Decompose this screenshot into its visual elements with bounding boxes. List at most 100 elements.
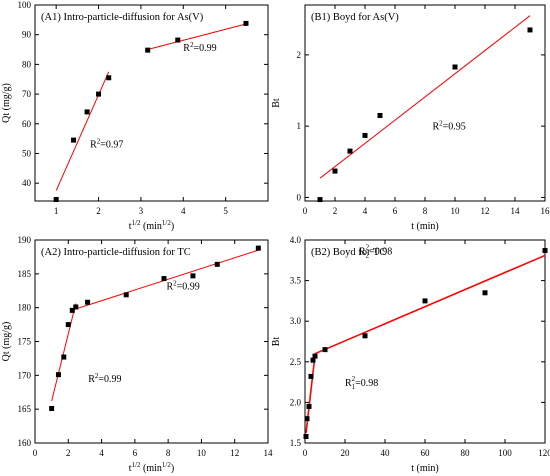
x-axis-label-base: t <box>129 463 132 474</box>
y-tick-label: 50 <box>22 148 32 158</box>
y-tick-label: 0 <box>297 192 302 202</box>
r-squared-sup: 2 <box>97 138 101 146</box>
y-tick-label: 160 <box>18 438 32 448</box>
data-point <box>61 354 67 360</box>
x-tick-label: 4 <box>181 206 186 216</box>
r-squared-sup: 2 <box>190 41 194 49</box>
y-tick-label: 70 <box>22 89 32 99</box>
chart-title: (A1) Intro-particle-diffusion for As(V) <box>41 12 204 23</box>
data-point <box>71 137 77 143</box>
data-point <box>65 322 71 328</box>
y-tick-label: 175 <box>18 337 32 347</box>
data-point <box>482 290 488 296</box>
y-tick-label: 185 <box>18 269 32 279</box>
x-axis-label: t (min) <box>411 221 439 232</box>
fit-line <box>319 15 531 179</box>
r-squared-base: R <box>90 140 97 151</box>
data-point <box>304 416 310 422</box>
r-squared-value: =0.97 <box>100 140 123 151</box>
x-axis-label-base: t (min) <box>411 463 439 474</box>
data-point <box>542 248 548 254</box>
r-squared-sub: 1 <box>352 383 356 391</box>
data-point <box>377 112 383 118</box>
r-squared-base: R <box>359 247 366 258</box>
x-tick-label: 14 <box>511 206 521 216</box>
x-axis-label-unit: (min <box>141 463 162 474</box>
data-point <box>190 273 196 279</box>
chart-panel-a1: 1 2 3 4 5 40 50 60 70 80 90 100 (A1) Intro-particle-… <box>1 0 269 232</box>
x-tick-label: 6 <box>133 448 138 458</box>
x-axis-label: t (min) <box>411 463 439 474</box>
y-tick-label: 90 <box>22 30 32 40</box>
y-tick-label: 2 <box>297 50 302 60</box>
data-point <box>214 261 220 267</box>
x-tick-label: 80 <box>461 448 471 458</box>
x-tick-label: 100 <box>498 448 512 458</box>
x-tick-label: 1 <box>54 206 59 216</box>
x-tick-label: 2 <box>333 206 338 216</box>
data-point <box>332 168 338 174</box>
fit-line <box>55 71 110 191</box>
r-squared-base: R <box>166 281 173 292</box>
y-tick-label: 170 <box>18 370 32 380</box>
data-point <box>255 245 261 251</box>
y-tick-label: 40 <box>22 178 32 188</box>
data-point <box>96 91 102 97</box>
x-tick-label: 10 <box>197 448 207 458</box>
x-axis-label: t1/2 (min1/2) <box>129 461 174 474</box>
y-tick-label: 1.5 <box>290 438 302 448</box>
r-squared-label: R2=0.99 <box>88 372 121 385</box>
x-axis-label-end: ) <box>171 463 174 474</box>
r-squared-label: R2=0.99 <box>166 279 199 292</box>
r-squared-label: R2=0.99 <box>183 41 216 54</box>
fit-line <box>305 355 316 434</box>
x-tick-label: 6 <box>393 206 398 216</box>
chart-panel-b2: 0 20 40 60 80 100 120 1.5 2.0 2.5 3.0 3.5 4.0 (B2) Bo… <box>271 235 550 474</box>
x-tick-label: 60 <box>421 448 431 458</box>
chart-title: (B1) Boyd for As(V) <box>311 12 399 23</box>
x-tick-label: 12 <box>481 206 490 216</box>
x-axis-label-sup: 1/2 <box>132 219 141 227</box>
data-point <box>49 405 55 411</box>
data-point <box>85 299 91 305</box>
chart-title: (A2) Intro-particle-diffusion for TC <box>41 247 191 258</box>
y-axis-label: Qt (mg/g) <box>1 322 12 362</box>
x-axis-label-base: t <box>129 221 132 232</box>
x-tick-label: 8 <box>166 448 171 458</box>
x-tick-label: 4 <box>363 206 368 216</box>
y-tick-label: 80 <box>22 59 32 69</box>
r-squared-base: R <box>345 378 352 389</box>
fit-line <box>51 303 77 402</box>
x-tick-label: 3 <box>139 206 144 216</box>
x-axis-label-sup: 1/2 <box>132 461 141 469</box>
data-point <box>422 298 428 304</box>
r-squared-label: R2=0.95 <box>433 120 466 133</box>
y-tick-label: 3.5 <box>290 276 302 286</box>
y-tick-label: 190 <box>18 235 32 245</box>
x-tick-label: 0 <box>303 448 308 458</box>
x-axis-label: t1/2 (min1/2) <box>129 219 174 232</box>
r-squared-sup: 2 <box>366 244 370 252</box>
r-squared-value: =0.99 <box>98 374 121 385</box>
data-point <box>527 27 533 33</box>
x-axis-label-base: t (min) <box>411 221 439 232</box>
chart-title: (B2) Boyd for TC <box>311 247 386 258</box>
fit-line <box>75 249 259 310</box>
x-axis-label-end: ) <box>171 221 174 232</box>
y-axis-label: Bt <box>271 337 282 347</box>
y-tick-label: 180 <box>18 303 32 313</box>
y-axis-label: Qt (mg/g) <box>1 83 12 123</box>
r-squared-value: =0.99 <box>177 281 200 292</box>
y-tick-label: 3.0 <box>290 316 302 326</box>
data-point <box>84 109 90 115</box>
x-axis-label-unit-sup: 1/2 <box>162 219 171 227</box>
data-point <box>317 197 323 203</box>
x-tick-label: 120 <box>538 448 550 458</box>
data-point <box>322 347 328 353</box>
y-tick-label: 4.0 <box>290 235 302 245</box>
data-point <box>69 307 75 313</box>
y-tick-label: 2.5 <box>290 357 302 367</box>
data-point <box>452 64 458 70</box>
